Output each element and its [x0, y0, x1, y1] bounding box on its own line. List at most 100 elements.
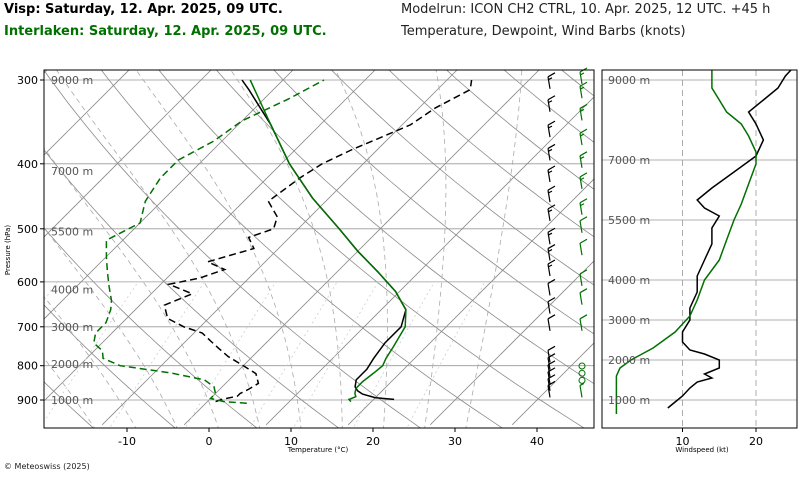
site1-wind-barb — [547, 345, 556, 363]
barb-flag — [579, 103, 588, 109]
site2-windspeed-line — [615, 70, 757, 414]
site2-wind-barb — [579, 238, 588, 256]
x-tick-label: 30 — [448, 435, 462, 448]
wind-altitude-label: 5500 m — [608, 214, 650, 227]
x-tick-label: 20 — [366, 435, 380, 448]
wind-altitude-label: 2000 m — [608, 354, 650, 367]
dry-adiabat-line — [566, 27, 800, 431]
altitude-label: 7000 m — [51, 165, 93, 178]
dry-adiabat-line — [621, 27, 800, 431]
site1-wind-barb — [547, 185, 556, 203]
barb-staff — [547, 357, 551, 370]
site1-wind-barb — [547, 314, 556, 331]
barb-half-flag — [547, 148, 553, 152]
wind-x-axis-label: Windspeed (kt) — [675, 446, 728, 454]
dry-adiabat-line — [215, 70, 594, 385]
barb-flag — [579, 269, 588, 275]
model-run-label: Modelrun: ICON CH2 CTRL, 10. Apr. 2025, … — [401, 2, 771, 17]
barb-half-flag — [547, 190, 553, 194]
barb-staff — [579, 108, 583, 121]
dry-adiabat-line — [44, 381, 94, 428]
x-tick-label: 40 — [530, 435, 544, 448]
site2-wind-barb — [578, 362, 586, 370]
site1-wind-barb — [547, 95, 556, 112]
barb-half-flag — [547, 249, 553, 253]
barb-staff — [547, 318, 551, 331]
wind-altitude-label: 9000 m — [608, 74, 650, 87]
barb-flag — [547, 297, 556, 303]
site1-windspeed-line — [667, 70, 792, 409]
site1-wind-barb — [547, 297, 556, 314]
y-tick-label: 500 — [17, 223, 38, 236]
barb-staff — [547, 169, 551, 183]
mixing-ratio-line — [44, 281, 58, 302]
wind-altitude-label: 4000 m — [608, 274, 650, 287]
site2-wind-barb — [579, 269, 588, 286]
barb-staff — [547, 283, 551, 296]
barb-staff — [547, 208, 551, 221]
barb-flag — [547, 185, 556, 191]
moist-adiabat-line — [135, 70, 302, 428]
y-tick-label: 800 — [17, 360, 38, 373]
x-tick-label: 10 — [284, 435, 298, 448]
altitude-label: 3000 m — [51, 321, 93, 334]
site2-wind-barb — [579, 288, 588, 305]
barb-half-flag — [547, 209, 553, 213]
site2-wind-barb — [579, 151, 588, 168]
site2-wind-barb — [579, 128, 588, 146]
moist-adiabat-line — [44, 147, 219, 428]
site2-wind-barb — [579, 382, 585, 398]
barb-half-flag — [579, 108, 585, 112]
site1-wind-barb — [547, 278, 556, 296]
barb-flag — [579, 128, 588, 134]
dry-adiabat-line — [732, 27, 800, 431]
skew-y-axis-label: Pressure (hPa) — [4, 225, 12, 275]
copyright-label: © Meteoswiss (2025) — [4, 462, 90, 471]
isotherm-line — [101, 70, 458, 426]
dry-adiabat-line — [273, 70, 594, 335]
dry-adiabat-line — [445, 70, 594, 190]
dry-adiabat-line — [158, 70, 585, 428]
site1-dewpoint-line — [163, 79, 473, 403]
barb-staff — [547, 248, 551, 261]
barb-staff — [547, 301, 551, 314]
barb-half-flag — [579, 72, 585, 76]
y-tick-label: 300 — [17, 74, 38, 87]
dry-adiabat-line — [44, 70, 422, 428]
barb-staff — [579, 243, 583, 256]
site1-wind-barb — [547, 72, 556, 89]
barb-staff — [547, 76, 551, 89]
barb-half-flag — [579, 203, 585, 207]
barb-staff — [547, 125, 551, 138]
mixing-ratio-line — [184, 281, 277, 428]
isotherm-line — [511, 342, 594, 426]
barb-flag — [579, 198, 588, 204]
isotherm-line — [44, 70, 212, 238]
moist-adiabat-line — [230, 70, 343, 428]
barb-staff — [579, 385, 583, 398]
barb-half-flag — [579, 156, 585, 160]
barb-staff — [547, 385, 551, 398]
calm-wind-circle — [578, 376, 586, 384]
site2-wind-barb — [579, 216, 588, 233]
y-tick-label: 900 — [17, 394, 38, 407]
wind-altitude-label: 1000 m — [608, 394, 650, 407]
calm-wind-circle — [578, 362, 586, 370]
y-tick-label: 400 — [17, 158, 38, 171]
site2-title: Interlaken: Saturday, 12. Apr. 2025, 09 … — [4, 24, 327, 39]
barb-flag — [579, 151, 588, 157]
barb-staff — [579, 176, 583, 189]
x-tick-label: -10 — [118, 435, 136, 448]
barb-flag — [547, 72, 556, 78]
site2-wind-barb — [578, 376, 586, 384]
site2-wind-barb — [579, 314, 588, 331]
barb-staff — [547, 350, 551, 363]
barb-flag — [579, 81, 588, 87]
barb-staff — [547, 99, 551, 112]
moist-adiabat-line — [424, 70, 447, 428]
site2-wind-barb — [579, 198, 588, 215]
wind-altitude-label: 7000 m — [608, 154, 650, 167]
mixing-ratio-line — [249, 281, 338, 428]
dry-adiabat-line — [44, 227, 258, 428]
